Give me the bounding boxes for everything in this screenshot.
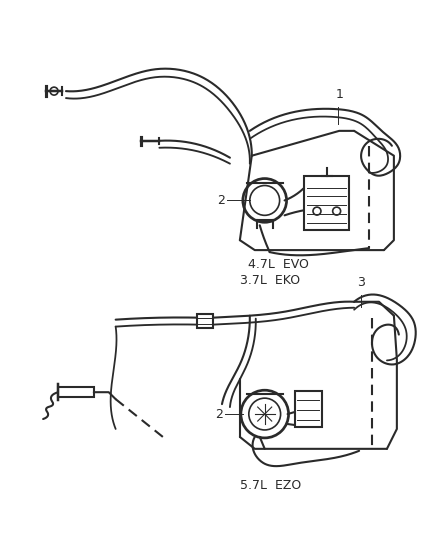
Text: 2: 2 <box>217 194 225 207</box>
Bar <box>58 387 94 397</box>
Text: 3: 3 <box>357 276 365 289</box>
Bar <box>294 391 322 427</box>
Text: 3.7L  EKO: 3.7L EKO <box>240 274 300 287</box>
Bar <box>197 314 213 328</box>
Text: 5.7L  EZO: 5.7L EZO <box>240 479 301 491</box>
Bar <box>304 175 349 230</box>
Text: 4.7L  EVO: 4.7L EVO <box>248 258 309 271</box>
Text: 1: 1 <box>336 88 343 101</box>
Text: 2: 2 <box>215 408 223 421</box>
